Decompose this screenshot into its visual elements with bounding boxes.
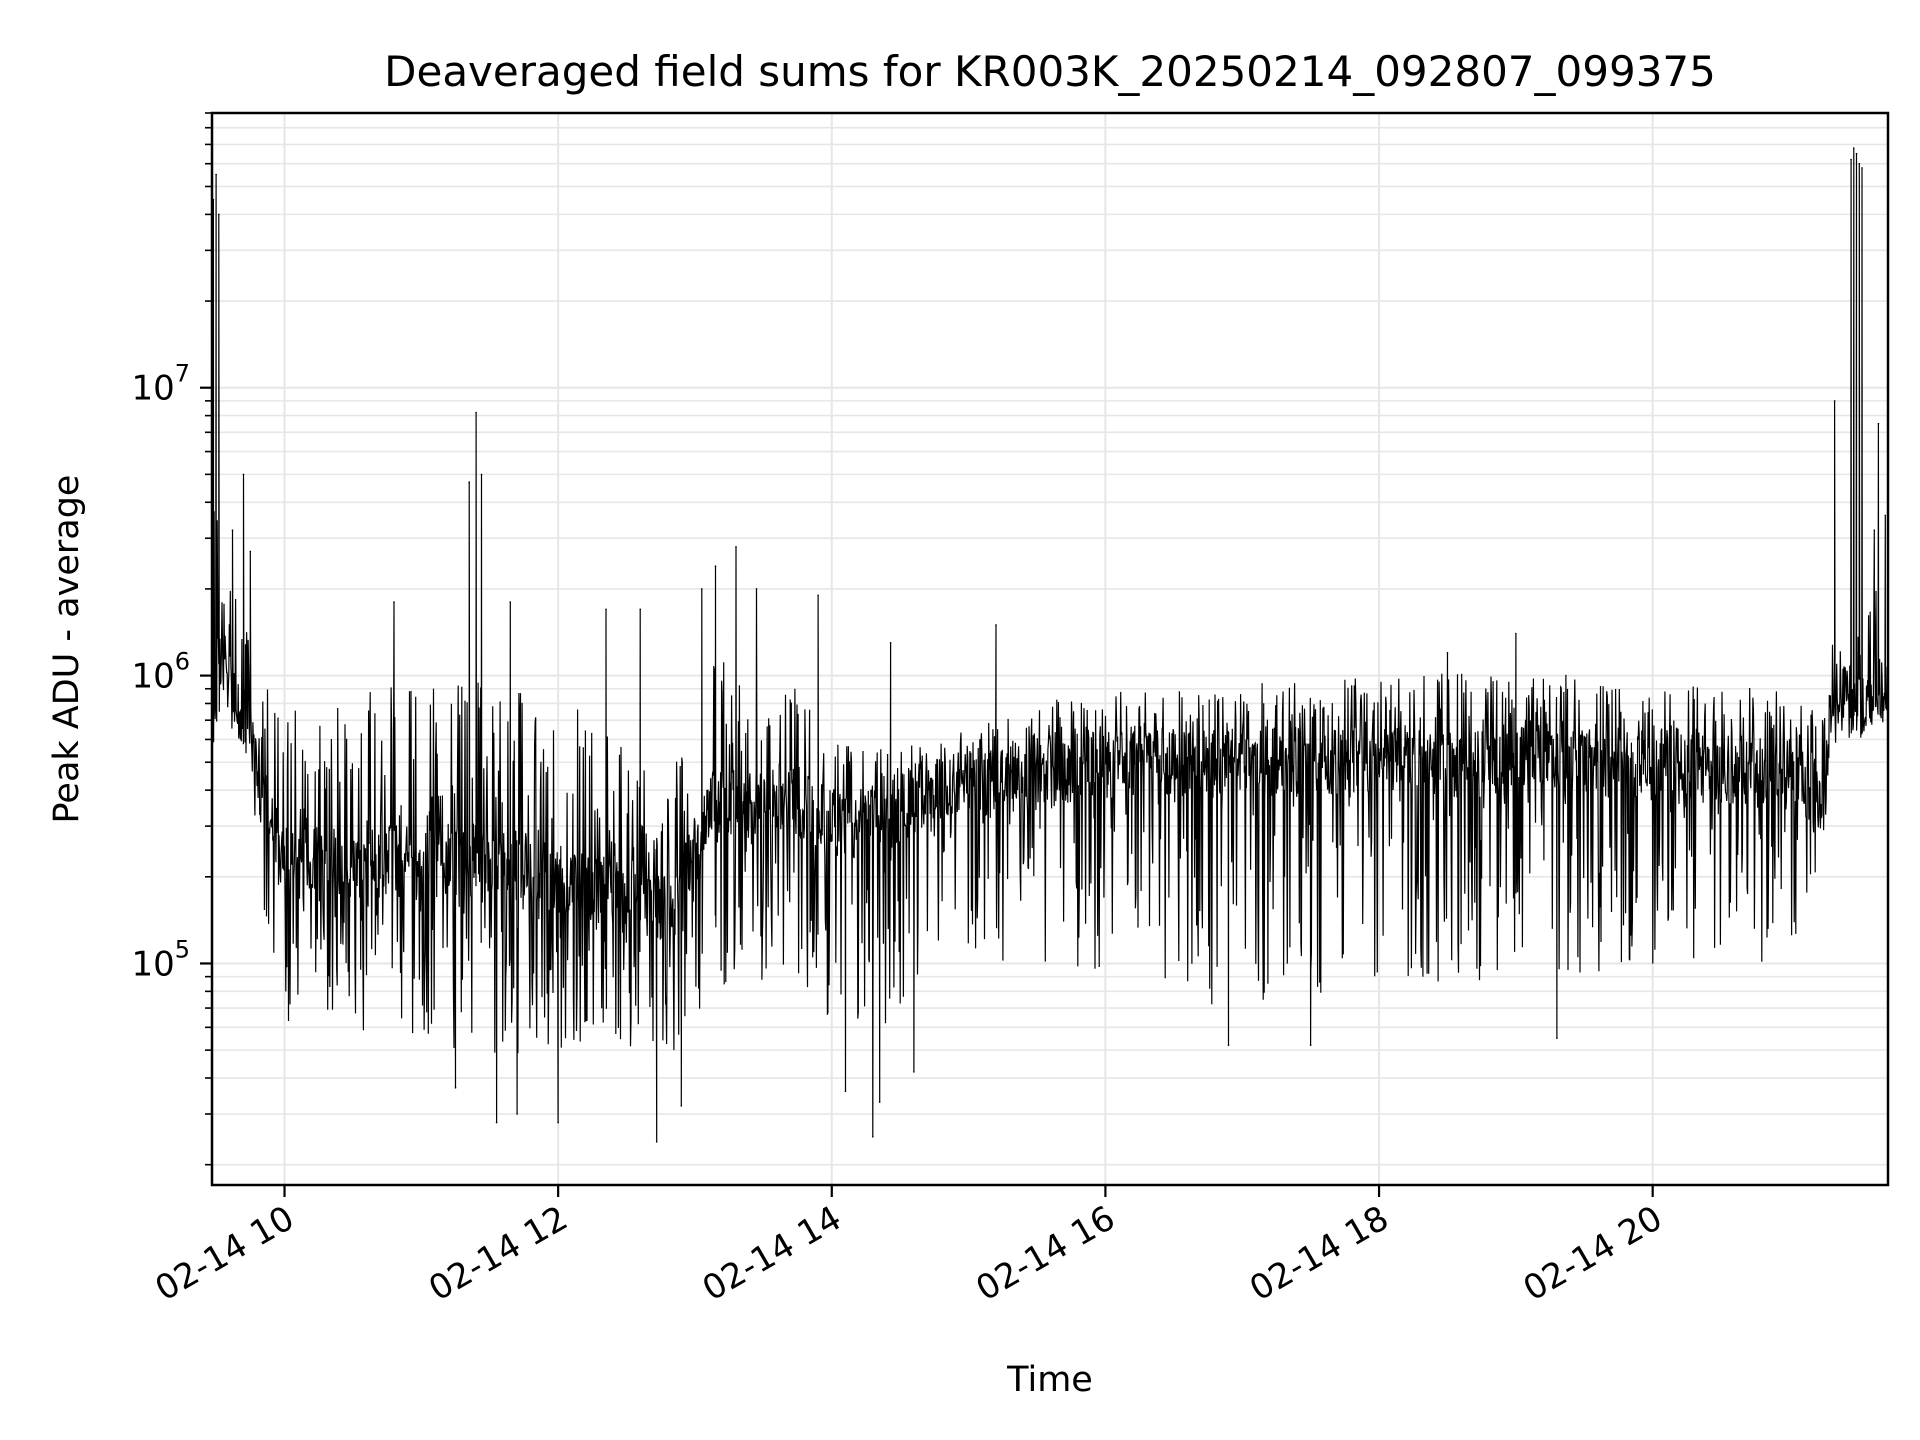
spike-point [218, 213, 220, 216]
chart-title: Deaveraged field sums for KR003K_2025021… [384, 47, 1716, 96]
spike-point [475, 411, 477, 414]
spike-point [1884, 514, 1887, 517]
y-tick-base: 10 [131, 369, 174, 409]
spike-point [1446, 651, 1449, 654]
x-axis-label: Time [1006, 1360, 1093, 1400]
dip-point [844, 1090, 847, 1092]
spike-point [1855, 152, 1858, 155]
y-tick-exponent: 7 [175, 360, 190, 388]
dip-point [1227, 1044, 1230, 1047]
spike-point [1873, 529, 1876, 531]
dip-point [1556, 1037, 1558, 1040]
spike-point [735, 546, 737, 548]
spike-point [755, 588, 758, 590]
y-tick-exponent: 5 [175, 935, 190, 963]
y-tick-label: 107 [131, 360, 190, 409]
spike-point [1861, 167, 1863, 169]
spike-point [509, 601, 512, 603]
spike-point [639, 608, 642, 611]
dip-point [495, 1121, 498, 1124]
spike-point [480, 473, 483, 476]
y-axis-label: Peak ADU - average [47, 475, 87, 824]
spike-point [242, 473, 245, 476]
spike-point [393, 601, 395, 603]
dip-point [878, 1101, 881, 1103]
dip-point [557, 1121, 559, 1124]
y-tick-label: 106 [131, 648, 190, 697]
spike-point [1877, 422, 1880, 425]
plot-area-frame [210, 111, 1890, 1187]
dip-point [454, 1086, 457, 1089]
spike-point [889, 641, 892, 644]
spike-point [817, 594, 819, 597]
spike-point [249, 550, 252, 553]
dip-point [655, 1141, 658, 1143]
spike-point [215, 173, 217, 176]
dip-point [680, 1105, 683, 1107]
dip-point [516, 1113, 518, 1115]
dip-point [872, 1135, 874, 1138]
series-line-peak-adu [211, 147, 1889, 1142]
spike-point [1833, 400, 1836, 402]
dip-point [913, 1071, 915, 1073]
dip-point [1309, 1044, 1312, 1047]
spike-point [1852, 147, 1855, 149]
spike-point [1858, 162, 1861, 165]
y-tick-label: 105 [131, 935, 190, 984]
spike-point [995, 624, 997, 626]
spike-point [468, 481, 471, 483]
y-tick-exponent: 6 [175, 648, 190, 676]
y-tick-base: 10 [131, 944, 174, 984]
data-series [211, 147, 1889, 1143]
spike-point [1515, 632, 1517, 635]
spike-point [701, 588, 703, 590]
spike-point [605, 608, 607, 611]
spike-point [231, 529, 234, 531]
y-tick-base: 10 [131, 657, 174, 697]
spike-point [1850, 158, 1852, 161]
spike-point [714, 565, 717, 567]
